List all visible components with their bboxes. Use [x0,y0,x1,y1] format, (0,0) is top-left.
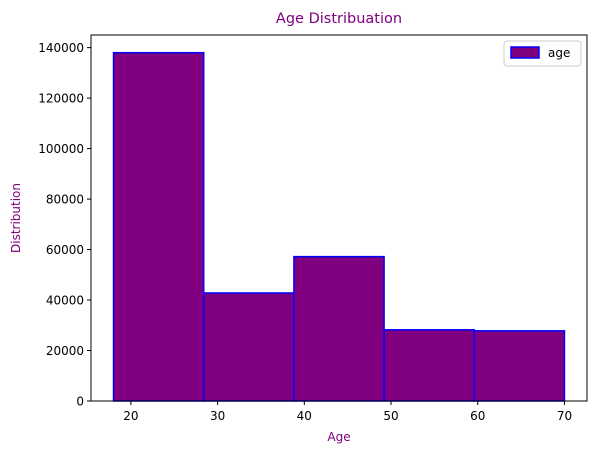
y-tick-label: 120000 [38,92,84,106]
y-tick-label: 140000 [38,41,84,55]
chart-title: Age Distribuation [276,11,402,27]
y-tick-label: 60000 [46,243,84,257]
histogram-bar-4 [383,329,476,402]
y-axis-title: Distribution [9,183,23,253]
plot-frame [90,34,588,402]
y-tick-label: 100000 [38,142,84,156]
x-tick-label: 60 [470,409,485,423]
histogram-bar-1 [112,51,205,402]
legend-label: age [548,46,570,60]
x-axis-title: Age [327,430,350,444]
x-tick-label: 70 [557,409,572,423]
legend: age [503,40,582,67]
bars-group [112,51,566,402]
y-axis-ticks: 0 20000 40000 60000 80000 100000 120000 140000 [38,41,91,409]
x-axis-ticks: 20 30 40 50 60 70 [123,401,572,423]
x-tick-label: 20 [123,409,138,423]
legend-swatch [510,46,540,59]
y-tick-label: 0 [76,395,84,409]
y-tick-label: 20000 [46,344,84,358]
histogram-bar-2 [202,292,295,402]
y-tick-label: 80000 [46,193,84,207]
x-tick-label: 30 [210,409,225,423]
y-tick-label: 40000 [46,294,84,308]
histogram-bar-5 [473,330,566,402]
x-tick-label: 50 [383,409,398,423]
x-tick-label: 40 [297,409,312,423]
histogram-bar-3 [293,255,385,402]
